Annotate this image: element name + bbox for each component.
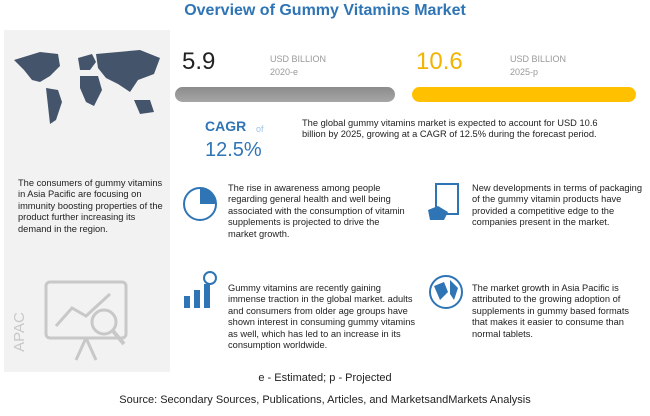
year: 2025-p <box>510 67 539 77</box>
insight: The rise in awareness among people regar… <box>228 183 405 239</box>
unit: USD BILLION <box>510 54 567 64</box>
unit: USD BILLION <box>270 54 327 64</box>
stat-bar <box>175 87 395 102</box>
title: Overview of Gummy Vitamins Market <box>184 2 466 19</box>
cagr-of: of <box>256 124 264 134</box>
insight-icon <box>184 271 217 308</box>
stat-bar <box>412 87 636 102</box>
summary: The global gummy vitamins market is expe… <box>302 118 598 140</box>
insight: Gummy vitamins are recently gaining imme… <box>228 283 416 351</box>
stat-value: 10.6 <box>416 48 463 75</box>
footnote: e - Estimated; p - Projected <box>258 372 392 384</box>
insight-icon <box>429 275 463 309</box>
world-map <box>14 50 160 124</box>
insight-icon <box>428 183 459 220</box>
apac-icon: APAC <box>11 280 128 361</box>
stat-value: 5.9 <box>182 48 216 75</box>
stat-unit: USD BILLION 2020-e <box>270 53 326 79</box>
cagr-value: 12.5% <box>205 139 262 161</box>
region-text: The consumers of gummy vitamins in Asia … <box>18 178 163 234</box>
insight: The market growth in Asia Pacific is att… <box>472 283 630 339</box>
cagr-label: CAGR <box>205 118 247 134</box>
year: 2020-e <box>270 67 299 77</box>
stat-unit: USD BILLION 2025-p <box>510 53 566 79</box>
insight: New developments in terms of packaging o… <box>472 183 643 228</box>
insight-icon <box>183 187 217 221</box>
region-label: APAC <box>11 312 28 352</box>
source: Source: Secondary Sources, Publications,… <box>119 394 531 406</box>
